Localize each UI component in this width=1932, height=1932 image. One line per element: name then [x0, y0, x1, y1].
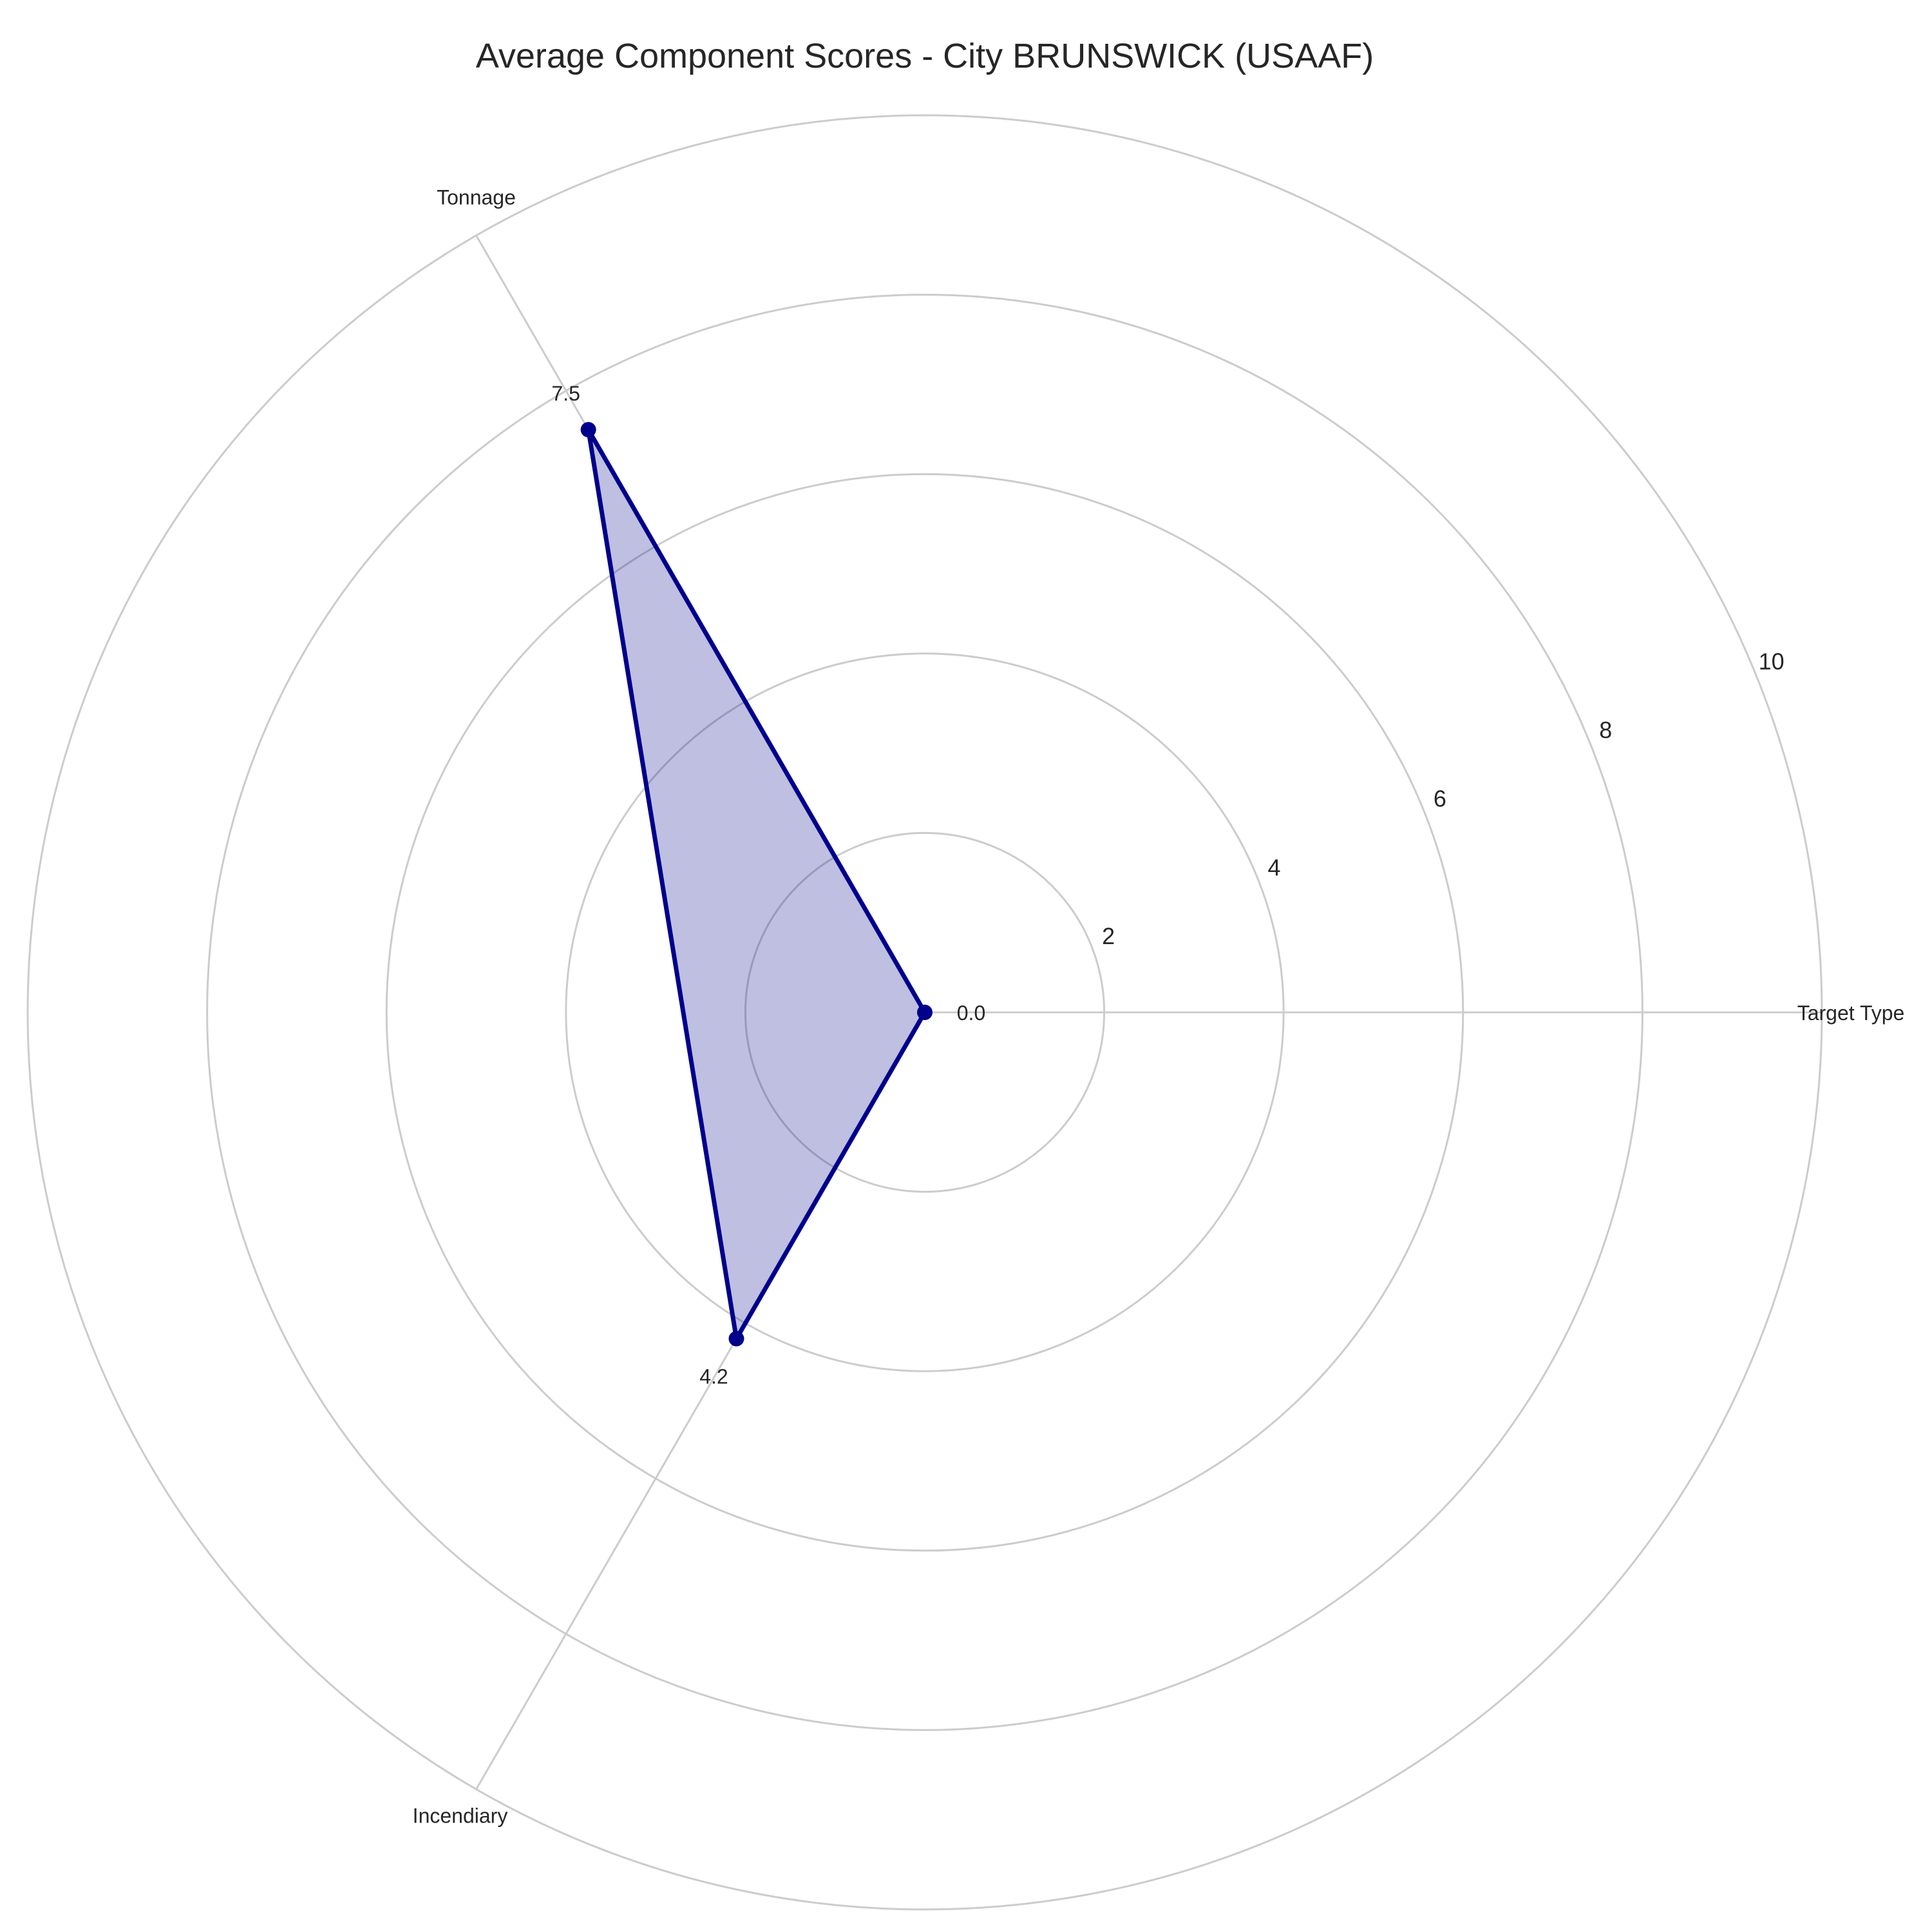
r-tick-label: 6: [1434, 786, 1446, 812]
r-tick-label: 10: [1759, 648, 1785, 674]
value-label-2: 4.2: [699, 1365, 728, 1388]
r-tick-label: 8: [1599, 717, 1612, 743]
axis-label-0: Target Type: [1797, 1001, 1905, 1025]
grid-layer: [26, 114, 1823, 1911]
value-label-1: 7.5: [551, 382, 580, 405]
label-layer: 2 4 6 8 10 Target Type Tonnage Incendiary 0.0 7.5…: [413, 186, 1905, 1828]
data-point-0: [917, 1005, 933, 1020]
r-tick-label: 2: [1102, 923, 1115, 949]
chart-title: Average Component Scores - City BRUNSWIC…: [476, 37, 1374, 75]
series-line: [586, 427, 927, 1341]
r-tick-label: 4: [1267, 854, 1280, 880]
data-point-2: [728, 1331, 744, 1347]
axis-label-1: Tonnage: [437, 186, 516, 209]
series-area: [588, 430, 925, 1339]
data-layer: [580, 422, 933, 1347]
value-label-0: 0.0: [957, 1001, 985, 1025]
axis-label-2: Incendiary: [413, 1804, 508, 1827]
data-point-1: [580, 422, 596, 438]
